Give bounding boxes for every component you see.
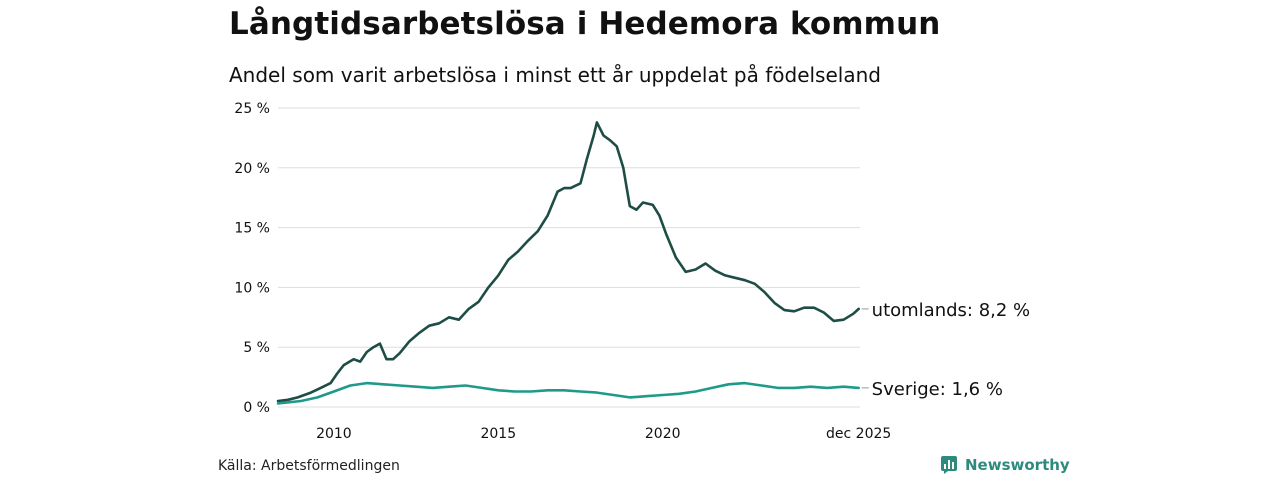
y-tick-label: 25 %	[234, 101, 270, 117]
series-lines	[276, 121, 861, 405]
source-note: Källa: Arbetsförmedlingen	[218, 458, 400, 474]
y-tick-label: 20 %	[234, 161, 270, 177]
newsworthy-logo-icon	[941, 456, 957, 474]
y-axis-ticks: 0 % 5 % 10 % 15 % 20 % 25 %	[234, 101, 270, 416]
chart-subtitle: Andel som varit arbetslösa i minst ett å…	[229, 63, 881, 87]
y-tick-label: 10 %	[234, 280, 270, 296]
x-tick-label: 2015	[480, 426, 516, 442]
series-line-utomlands	[276, 121, 861, 403]
x-tick-label: 2010	[316, 426, 352, 442]
end-label-sverige: Sverige: 1,6 %	[872, 379, 1003, 400]
x-tick-label: dec 2025	[826, 426, 891, 442]
y-tick-label: 0 %	[243, 400, 270, 416]
brand-logo: Newsworthy	[939, 455, 1070, 475]
gridlines	[278, 107, 860, 408]
x-axis-ticks: 2010 2015 2020 dec 2025	[316, 426, 891, 442]
chart-title: Långtidsarbetslösa i Hedemora kommun	[229, 6, 941, 42]
end-label-utomlands: utomlands: 8,2 %	[872, 300, 1031, 321]
y-tick-label: 5 %	[243, 340, 270, 356]
y-tick-label: 15 %	[234, 221, 270, 237]
x-tick-label: 2020	[645, 426, 681, 442]
series-line-sverige	[276, 381, 861, 405]
brand-name: Newsworthy	[965, 456, 1070, 474]
series-end-labels: utomlands: 8,2 % Sverige: 1,6 %	[861, 300, 1031, 400]
